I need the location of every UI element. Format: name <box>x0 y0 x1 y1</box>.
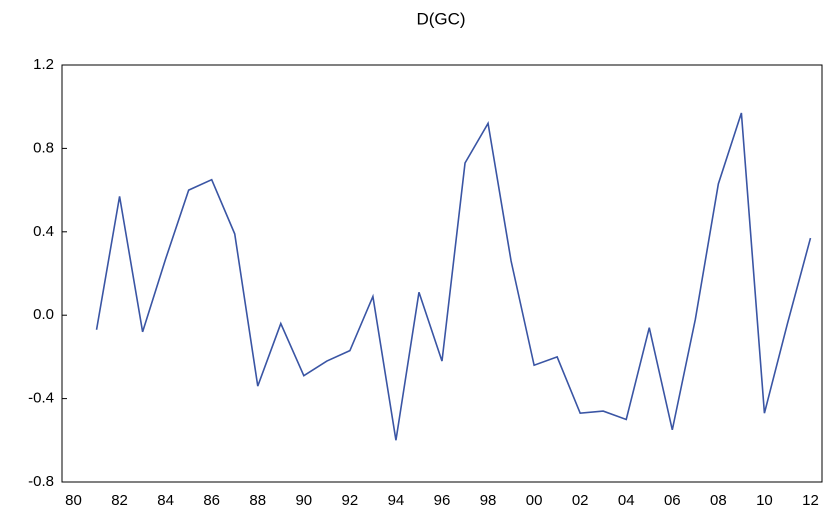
plot-frame <box>61 64 823 483</box>
x-tick-label: 90 <box>295 492 312 509</box>
x-tick-label: 02 <box>572 492 589 509</box>
x-tick-label: 94 <box>388 492 405 509</box>
data-line <box>95 112 812 441</box>
x-tick-label: 98 <box>480 492 497 509</box>
x-tick-label: 08 <box>710 492 727 509</box>
y-tick-label: 0.0 <box>33 306 54 323</box>
y-tick-label: -0.8 <box>28 473 54 490</box>
x-tick-label: 84 <box>157 492 174 509</box>
x-tick-label: 12 <box>802 492 819 509</box>
x-tick-label: 86 <box>203 492 220 509</box>
x-tick-label: 80 <box>65 492 82 509</box>
x-tick-label: 96 <box>434 492 451 509</box>
x-tick-label: 04 <box>618 492 635 509</box>
x-tick-label: 06 <box>664 492 681 509</box>
x-tick-label: 92 <box>342 492 359 509</box>
x-tick-label: 82 <box>111 492 128 509</box>
x-tick-label: 88 <box>249 492 266 509</box>
x-tick-label: 00 <box>526 492 543 509</box>
y-tick-label: 1.2 <box>33 56 54 73</box>
x-tick-label: 10 <box>756 492 773 509</box>
chart-title: D(GC) <box>416 9 465 28</box>
y-tick-label: 0.8 <box>33 139 54 156</box>
y-tick-label: 0.4 <box>33 223 54 240</box>
y-tick-label: -0.4 <box>28 390 54 407</box>
